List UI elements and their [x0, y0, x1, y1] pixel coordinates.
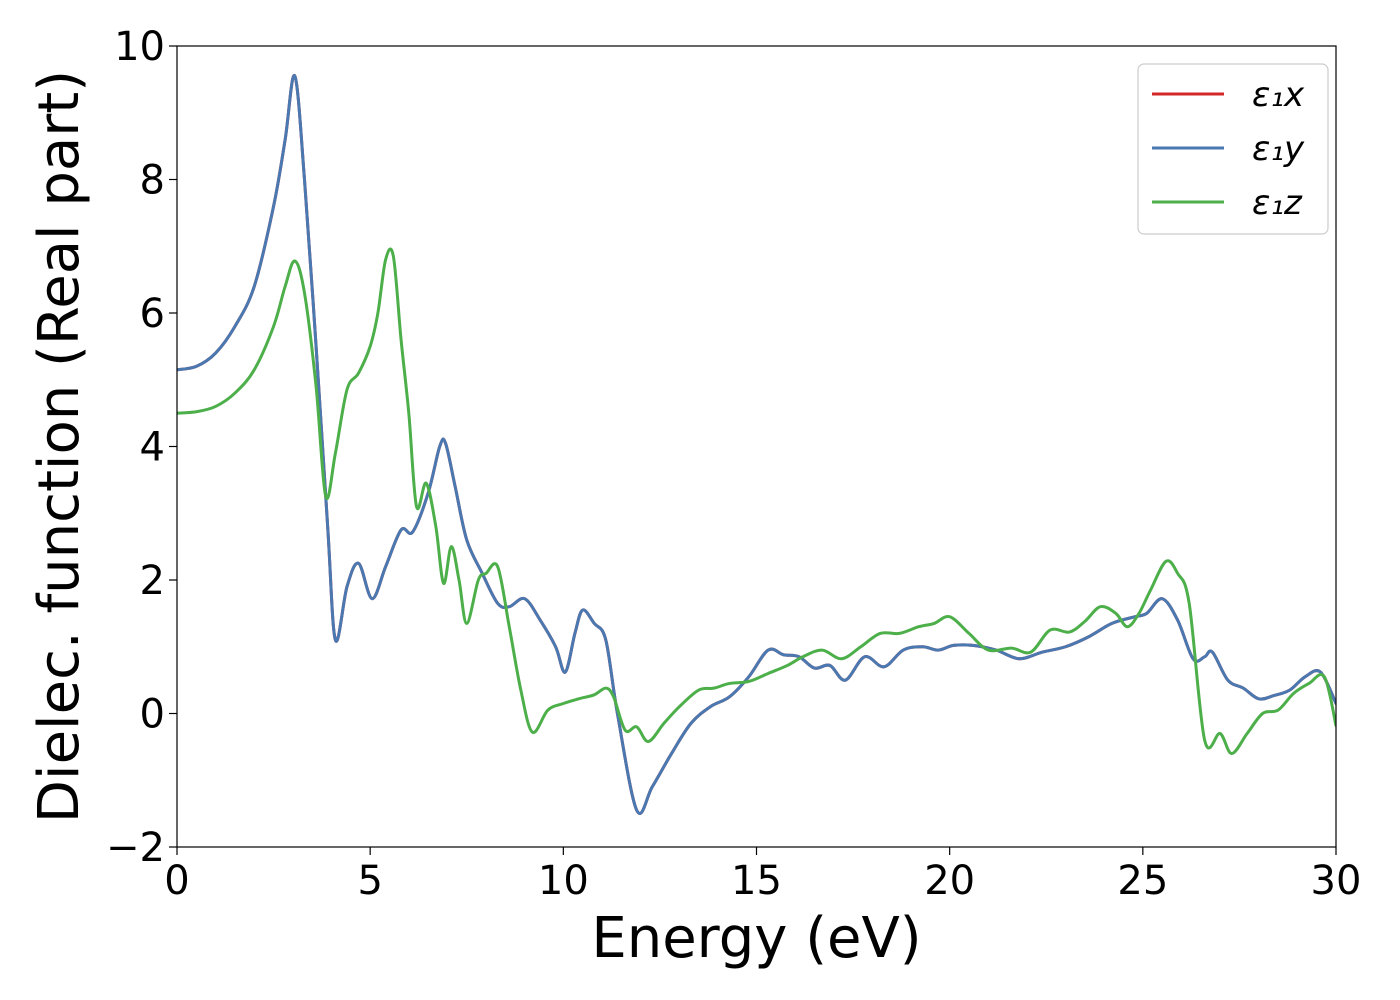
y-tick-label: 2 [140, 558, 165, 604]
x-tick-label: 10 [538, 858, 589, 904]
x-tick-label: 0 [164, 858, 189, 904]
legend: ε₁x ε₁y ε₁z [1137, 63, 1329, 235]
x-tick-label: 25 [1117, 858, 1168, 904]
x-tick-label: 15 [731, 858, 782, 904]
y-tick-label: 4 [140, 425, 165, 471]
y-tick-label: −2 [106, 825, 165, 871]
x-tick-label: 30 [1311, 858, 1362, 904]
legend-box [1137, 63, 1329, 235]
series-layer [177, 74, 1336, 815]
x-tick-label: 20 [924, 858, 975, 904]
y-tick-label: 8 [140, 158, 165, 204]
y-tick-label: 6 [140, 291, 165, 337]
y-tick-label: 10 [114, 24, 165, 70]
y-axis-label: Dielec. function (Real part) [27, 70, 92, 823]
legend-label: ε₁y [1252, 129, 1305, 169]
series-eps1-y-line [177, 74, 1336, 815]
series-eps1-z-line [177, 247, 1336, 756]
legend-label: ε₁x [1252, 75, 1305, 115]
x-axis-label: Energy (eV) [591, 906, 921, 971]
legend-label: ε₁z [1252, 183, 1303, 223]
x-tick-label: 5 [357, 858, 382, 904]
y-tick-label: 0 [140, 692, 165, 738]
